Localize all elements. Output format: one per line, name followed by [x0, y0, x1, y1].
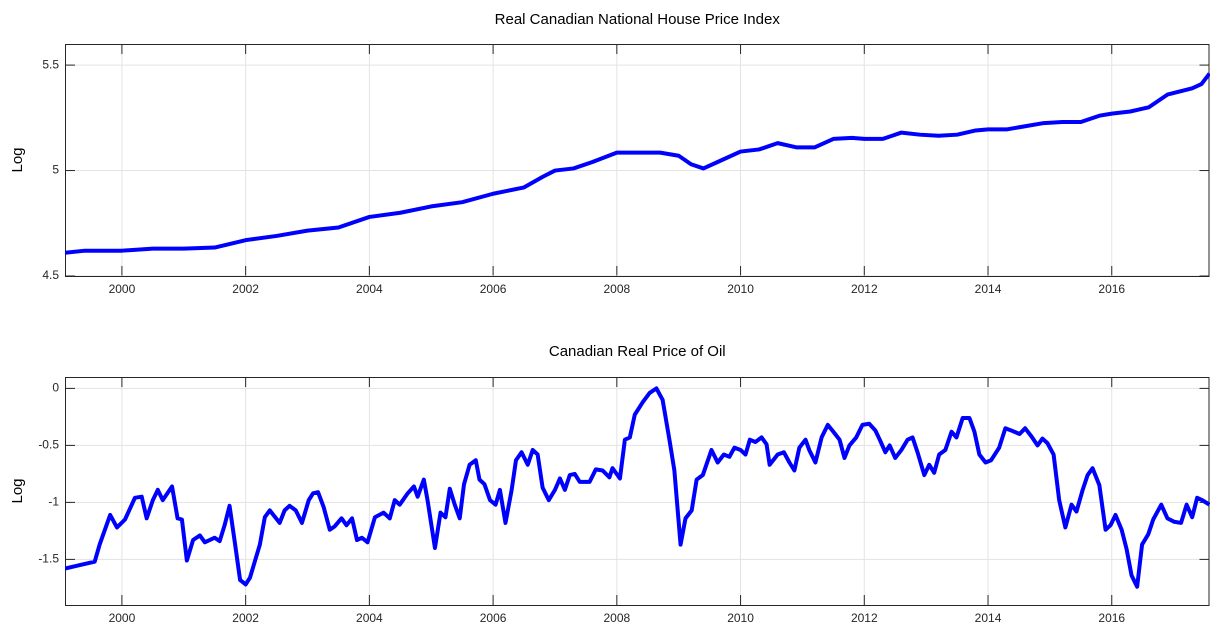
y-tick-label: 5.5 [42, 57, 59, 71]
y-tick-label: 4.5 [42, 268, 59, 282]
x-tick-label: 2004 [356, 282, 383, 296]
x-tick-label: 2008 [603, 611, 630, 625]
y-tick-label: -1.5 [38, 552, 59, 566]
x-tick-label: 2014 [975, 611, 1002, 625]
x-tick-label: 2012 [851, 611, 878, 625]
axes-box [65, 377, 1210, 606]
y-tick-label: 5 [52, 163, 59, 177]
y-tick-label: 0 [52, 381, 59, 395]
chart-title: Real Canadian National House Price Index [495, 11, 781, 28]
x-tick-label: 2000 [109, 282, 136, 296]
x-tick-label: 2010 [727, 282, 754, 296]
x-tick-label: 2000 [109, 611, 136, 625]
data-line [65, 386, 1210, 589]
x-tick-label: 2008 [603, 282, 630, 296]
x-tick-label: 2014 [975, 282, 1002, 296]
y-tick-label: -0.5 [38, 438, 59, 452]
x-tick-label: 2006 [480, 282, 507, 296]
x-tick-label: 2002 [232, 282, 259, 296]
data-line [65, 72, 1210, 255]
axes-box [65, 44, 1210, 277]
x-tick-label: 2016 [1098, 282, 1125, 296]
x-tick-label: 2012 [851, 282, 878, 296]
x-tick-label: 2016 [1098, 611, 1125, 625]
x-tick-label: 2002 [232, 611, 259, 625]
x-tick-label: 2010 [727, 611, 754, 625]
y-tick-label: -1 [48, 495, 59, 509]
x-tick-label: 2004 [356, 611, 383, 625]
y-axis-label: Log [9, 478, 26, 503]
y-axis-label: Log [9, 147, 26, 172]
x-tick-label: 2006 [480, 611, 507, 625]
chart-title: Canadian Real Price of Oil [549, 343, 726, 360]
